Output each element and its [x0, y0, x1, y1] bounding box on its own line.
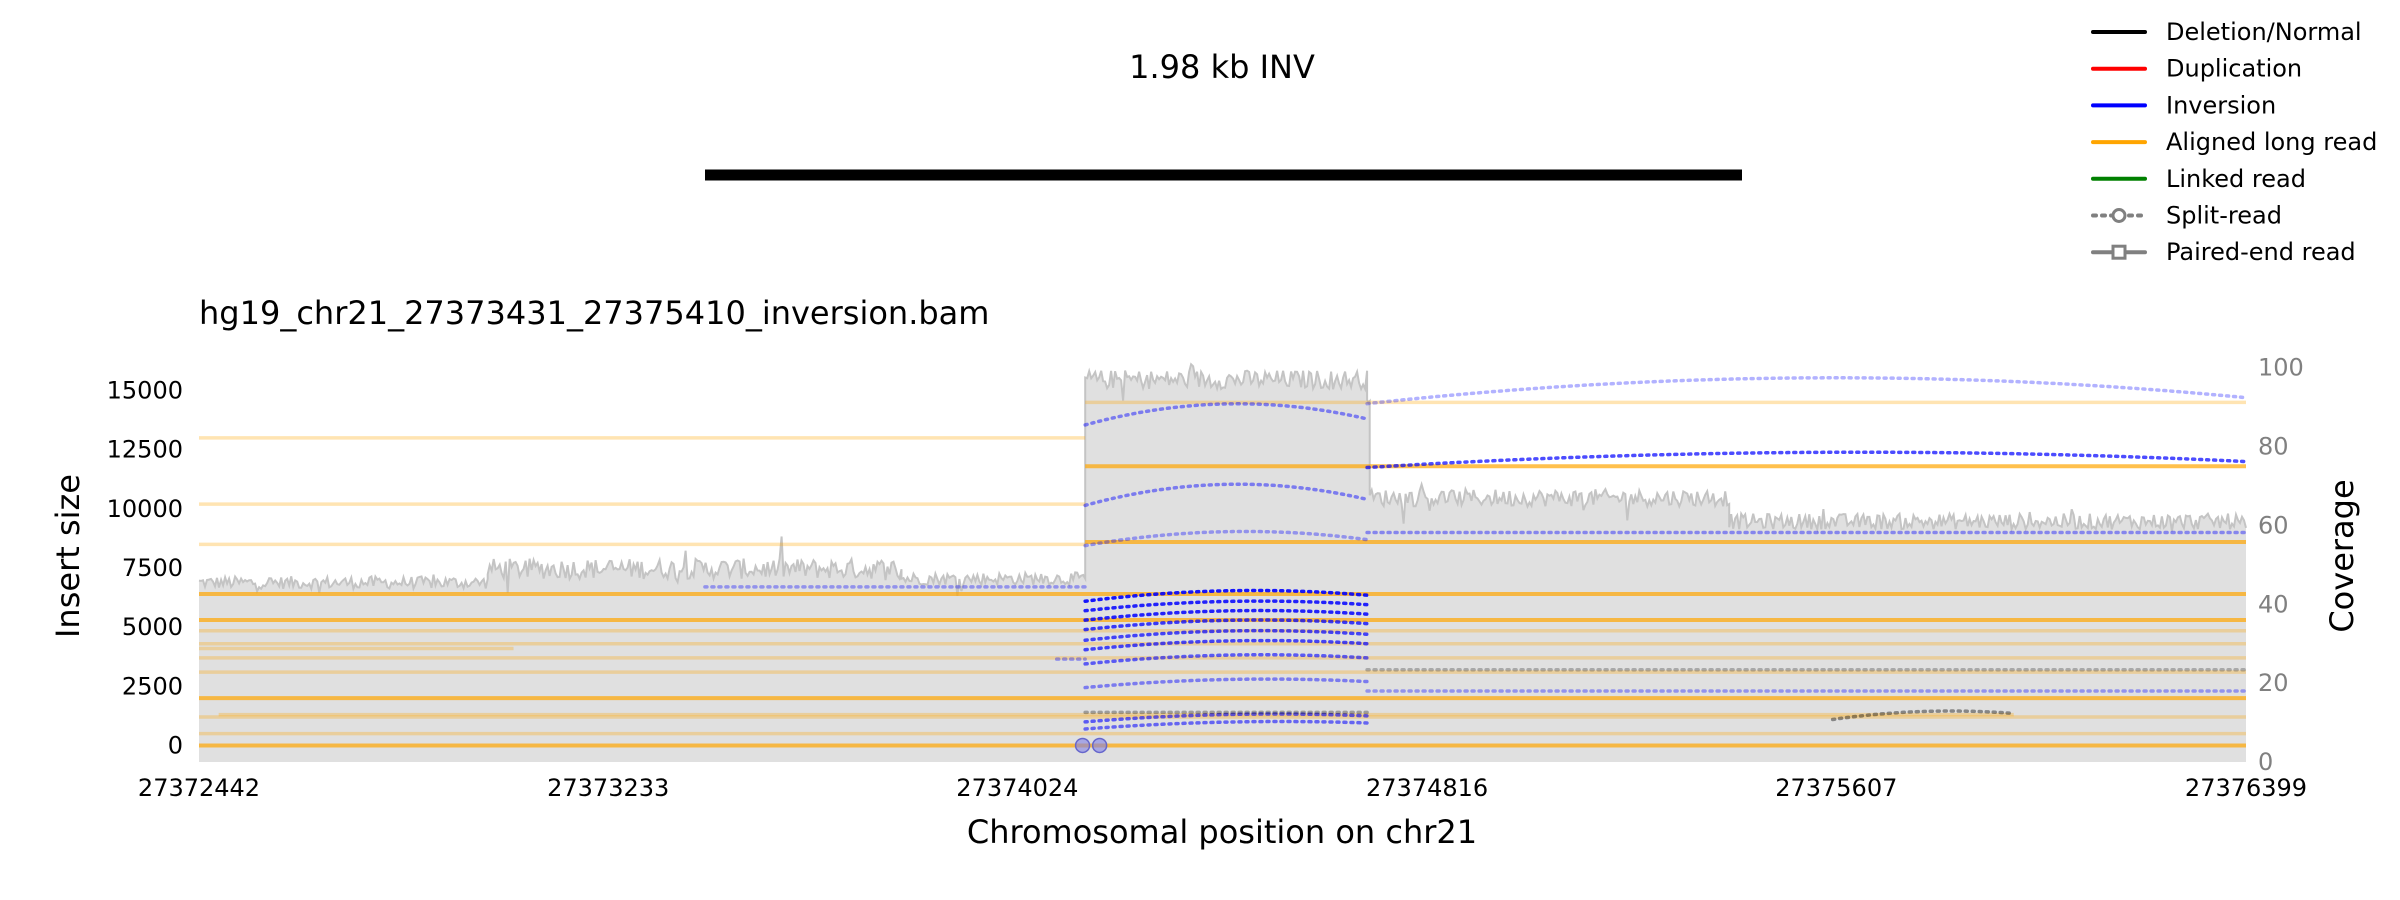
y-axis-label: Insert size: [49, 474, 87, 638]
split-read: [1083, 712, 1369, 724]
coverage-line: [198, 362, 2247, 597]
x-tick-label: 27375607: [1775, 774, 1897, 802]
x-axis-label: Chromosomal position on chr21: [967, 813, 1477, 851]
y2-tick-label: 60: [2258, 511, 2289, 539]
split-read: [1083, 618, 1369, 632]
y-tick-label: 15000: [107, 377, 183, 405]
y-tick-label: 0: [168, 731, 183, 759]
split-read: [1365, 450, 2248, 470]
y-axis-left: 0 2500 5000 7500 10000 12500 15000: [107, 377, 183, 760]
x-tick-label: 27376399: [2185, 774, 2307, 802]
split-read: [1083, 599, 1369, 613]
bam-title: hg19_chr21_27373431_27375410_inversion.b…: [199, 294, 989, 332]
split-read: [1083, 482, 1369, 508]
split-read: [1083, 402, 1369, 427]
y-tick-label: 12500: [107, 436, 183, 464]
y-tick-label: 10000: [107, 495, 183, 523]
legend-marker-circle: [2111, 208, 2127, 223]
split-read: [1083, 628, 1369, 643]
coverage-area: [199, 364, 2246, 762]
legend-label: Aligned long read: [2166, 128, 2377, 156]
y-tick-label: 7500: [122, 554, 183, 582]
y2-tick-label: 20: [2258, 669, 2289, 697]
x-tick-label: 27372442: [138, 774, 260, 802]
legend-label: Linked read: [2166, 165, 2306, 193]
x-tick-label: 27373233: [547, 774, 669, 802]
split-read: [1083, 529, 1369, 548]
paired-end-marker: [1091, 737, 1108, 754]
plot-area: [198, 362, 2248, 762]
x-axis: 27372442 27373233 27374024 27374816 27375607…: [138, 774, 2307, 802]
y-axis-right: 0 20 40 60 80 100: [2258, 354, 2304, 776]
legend-label: Deletion/Normal: [2166, 18, 2362, 46]
split-read: [1083, 719, 1369, 731]
split-read: [1083, 638, 1369, 652]
variant-title: 1.98 kb INV: [1129, 48, 1315, 86]
y-tick-label: 2500: [122, 672, 183, 700]
paired-end-marker: [1074, 737, 1091, 754]
y2-tick-label: 40: [2258, 590, 2289, 618]
split-read: [1365, 376, 2248, 406]
y2-tick-label: 80: [2258, 433, 2289, 461]
legend-marker-square: [2111, 244, 2127, 260]
legend-label: Split-read: [2166, 202, 2282, 230]
legend-label: Duplication: [2166, 55, 2302, 83]
split-read: [1083, 608, 1369, 622]
x-tick-label: 27374024: [956, 774, 1078, 802]
split-read: [1083, 653, 1369, 666]
split-read: [1830, 709, 2016, 722]
y2-axis-label: Coverage: [2323, 479, 2361, 632]
legend: Deletion/Normal Duplication Inversion Align…: [2091, 18, 2377, 266]
y2-tick-label: 0: [2258, 748, 2273, 776]
legend-label: Inversion: [2166, 91, 2276, 119]
y2-tick-label: 100: [2258, 354, 2304, 382]
legend-label: Paired-end read: [2166, 238, 2356, 266]
split-read: [1083, 588, 1369, 603]
y-tick-label: 5000: [122, 613, 183, 641]
split-read: [1083, 677, 1369, 690]
x-tick-label: 27374816: [1366, 774, 1488, 802]
